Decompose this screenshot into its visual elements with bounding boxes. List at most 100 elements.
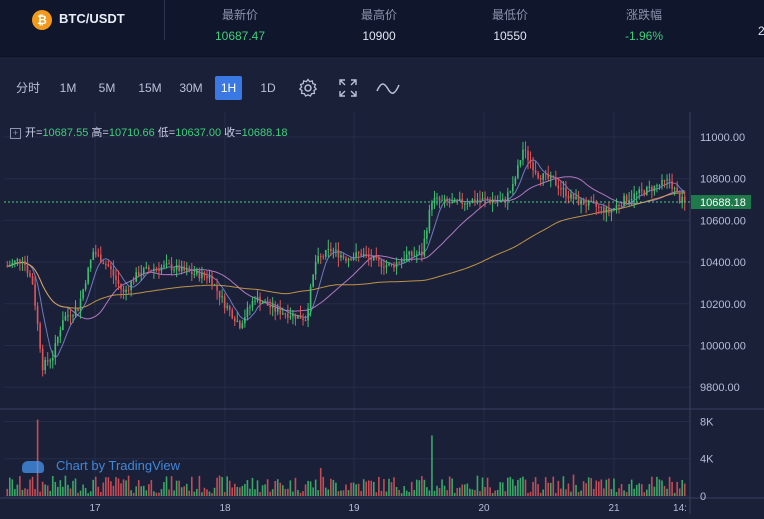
pair-name[interactable]: BTC/USDT: [59, 11, 125, 26]
candle-body: [74, 308, 77, 316]
volume-bar: [233, 483, 236, 496]
interval-1d[interactable]: 1D: [260, 81, 276, 95]
interval-toolbar: 分时 1M 5M 15M 30M 1H 1D: [0, 74, 764, 102]
candle-body: [466, 203, 469, 205]
candle-body: [367, 254, 370, 258]
ohlc-legend: + 开=10687.55 高=10710.66 低=10637.00 收=1068…: [10, 124, 288, 140]
volume-bar: [534, 477, 537, 496]
candle-body: [418, 251, 421, 255]
kline-chart-svg[interactable]: 11000.00 10800.00 10600.00 10400.00 10200.00…: [0, 112, 764, 514]
candle-body: [413, 255, 416, 257]
interval-time-sharing[interactable]: 分时: [15, 81, 40, 95]
volume-bar: [491, 493, 494, 496]
candle-body: [107, 264, 110, 267]
time-tick-label: 17: [89, 503, 101, 514]
volume-bar: [517, 479, 519, 496]
volume-bar: [585, 483, 587, 496]
candle-body: [380, 260, 383, 267]
candle-body: [99, 254, 102, 263]
candle-body: [595, 202, 598, 207]
volume-bar: [132, 492, 135, 496]
candle-body: [345, 257, 347, 261]
volume-bar: [484, 487, 486, 496]
volume-bar: [231, 487, 234, 496]
candle-body: [625, 195, 628, 202]
time-tick-label: 21: [608, 503, 620, 514]
volume-bar: [464, 484, 466, 496]
volume-bar: [431, 435, 433, 496]
volume-bar: [628, 484, 630, 496]
candle-body: [532, 162, 534, 171]
candle-body: [307, 308, 309, 321]
candle-body: [405, 254, 408, 260]
volume-bar: [29, 479, 31, 496]
volume-bar: [271, 489, 274, 496]
volume-bar: [276, 479, 279, 496]
volume-bar: [461, 484, 464, 496]
open-label: 开=: [25, 127, 43, 139]
volume-bar: [140, 486, 143, 496]
volume-bar: [173, 490, 175, 496]
candle-body: [514, 178, 517, 184]
candle-body: [572, 193, 575, 200]
interval-30m[interactable]: 30M: [179, 81, 203, 95]
volume-bar: [360, 490, 362, 496]
volume-bar: [570, 491, 572, 496]
candle-body: [193, 273, 196, 275]
volume-bar: [506, 477, 509, 496]
volume-bar: [41, 481, 44, 496]
stat-extra-value: 2: [758, 24, 764, 38]
candle-body: [236, 320, 239, 322]
volume-bar: [148, 484, 150, 496]
volume-bar: [436, 485, 438, 496]
candle-body: [226, 306, 228, 308]
interval-1h[interactable]: 1H: [215, 76, 242, 100]
candle-body: [517, 165, 519, 179]
volume-bar: [332, 479, 335, 496]
candle-body: [24, 261, 26, 265]
interval-15m[interactable]: 15M: [138, 81, 162, 95]
settings-icon[interactable]: [298, 78, 318, 98]
kline-chart[interactable]: 11000.00 10800.00 10600.00 10400.00 10200.00…: [0, 112, 764, 514]
candle-body: [355, 252, 357, 258]
candle-body: [383, 266, 385, 268]
volume-bar: [582, 481, 585, 496]
indicator-icon[interactable]: [376, 78, 400, 98]
price-tick-label: 10800.00: [700, 174, 746, 186]
interval-5m[interactable]: 5M: [98, 81, 116, 95]
candle-body: [666, 179, 668, 181]
volume-bar: [26, 489, 29, 496]
candle-body: [431, 202, 433, 211]
volume-bar: [527, 492, 529, 496]
candle-body: [453, 199, 456, 202]
volume-bar: [453, 492, 456, 496]
candle-body: [160, 266, 163, 271]
volume-bar: [256, 480, 259, 496]
interval-1m[interactable]: 1M: [59, 81, 77, 95]
volume-bar: [519, 477, 522, 496]
candle-body: [92, 251, 95, 261]
volume-bar: [405, 490, 408, 496]
candle-body: [115, 275, 117, 280]
expand-legend-icon[interactable]: +: [10, 128, 21, 139]
fullscreen-icon[interactable]: [338, 78, 358, 98]
candle-body: [575, 196, 577, 200]
candle-body: [603, 207, 605, 214]
volume-bar: [196, 488, 198, 496]
candle-body: [26, 264, 29, 274]
close-value: 10688.18: [241, 127, 288, 139]
candle-body: [481, 198, 484, 200]
candle-body: [231, 309, 234, 319]
candle-body: [638, 189, 641, 194]
volume-bar: [418, 480, 421, 496]
candle-body: [233, 318, 236, 322]
volume-bar: [469, 488, 471, 496]
volume-bar: [155, 492, 158, 496]
volume-bar: [367, 480, 370, 496]
candle-body: [552, 175, 555, 178]
volume-bar: [638, 483, 641, 496]
volume-bar: [112, 485, 115, 496]
last-price-tag: [691, 195, 751, 210]
candle-body: [547, 173, 550, 179]
volume-bar: [524, 479, 527, 496]
